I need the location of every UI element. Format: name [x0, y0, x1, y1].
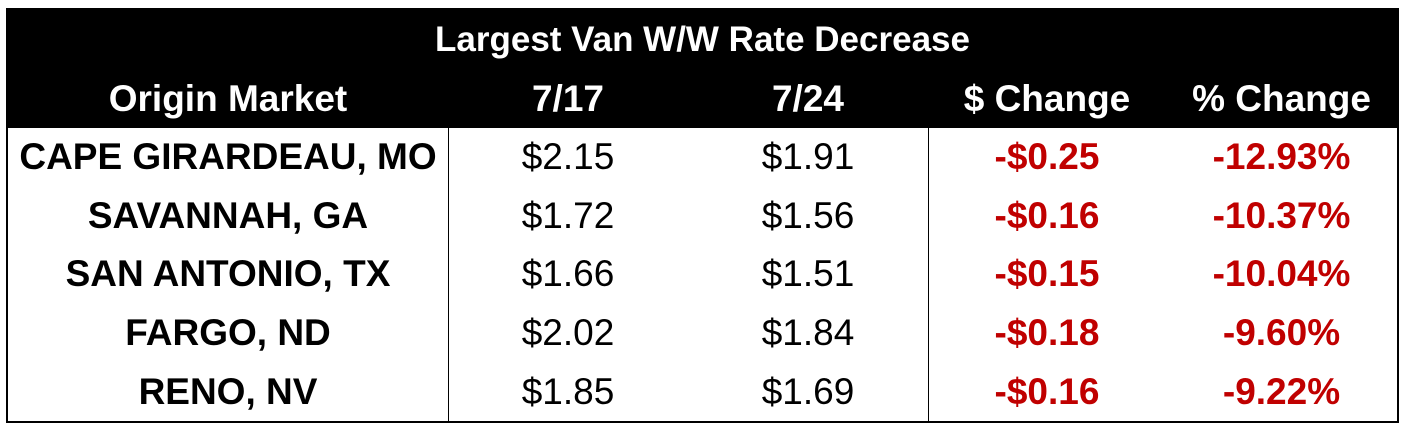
- dollar-change-cell: -$0.16: [994, 370, 1100, 412]
- percent-change-cell: -12.93%: [1212, 136, 1351, 178]
- rate-week-1-cell: $1.72: [521, 194, 615, 236]
- origin-market-cell: SAN ANTONIO, TX: [65, 253, 391, 295]
- dollar-change-cell: -$0.15: [994, 253, 1100, 295]
- percent-change-cell: -9.22%: [1222, 370, 1341, 412]
- dollar-change-cell: -$0.25: [994, 136, 1100, 178]
- dollar-change-cell: -$0.16: [994, 194, 1100, 236]
- table-row: SAVANNAH, GA $1.72 $1.56 -$0.16 -10.37%: [8, 187, 1397, 246]
- column-divider-left: [448, 128, 449, 421]
- origin-market-cell: SAVANNAH, GA: [87, 194, 369, 236]
- header-week-1: 7/17: [531, 78, 604, 119]
- percent-change-cell: -10.37%: [1212, 194, 1351, 236]
- percent-change-cell: -10.04%: [1212, 253, 1351, 295]
- origin-market-cell: CAPE GIRARDEAU, MO: [19, 136, 437, 178]
- rate-week-2-cell: $1.51: [761, 253, 855, 295]
- rate-week-1-cell: $2.02: [521, 312, 615, 354]
- table-row: CAPE GIRARDEAU, MO $2.15 $1.91 -$0.25 -1…: [8, 128, 1397, 187]
- origin-market-cell: FARGO, ND: [125, 312, 331, 354]
- rate-week-1-cell: $2.15: [521, 136, 615, 178]
- column-divider-right: [928, 128, 929, 421]
- rate-week-1-cell: $1.66: [521, 253, 615, 295]
- origin-market-cell: RENO, NV: [138, 370, 318, 412]
- table-body: CAPE GIRARDEAU, MO $2.15 $1.91 -$0.25 -1…: [8, 128, 1397, 421]
- header-percent-change: % Change: [1192, 78, 1371, 119]
- table-row: RENO, NV $1.85 $1.69 -$0.16 -9.22%: [8, 362, 1397, 421]
- percent-change-cell: -9.60%: [1222, 312, 1341, 354]
- dollar-change-cell: -$0.18: [994, 312, 1100, 354]
- header-week-2: 7/24: [771, 78, 844, 119]
- rate-week-2-cell: $1.56: [761, 194, 855, 236]
- rate-week-2-cell: $1.84: [761, 312, 855, 354]
- table-row: FARGO, ND $2.02 $1.84 -$0.18 -9.60%: [8, 304, 1397, 363]
- header-dollar-change: $ Change: [963, 78, 1131, 119]
- rate-week-2-cell: $1.91: [761, 136, 855, 178]
- table-row: SAN ANTONIO, TX $1.66 $1.51 -$0.15 -10.0…: [8, 245, 1397, 304]
- rate-decrease-table: Largest Van W/W Rate Decrease Origin Mar…: [6, 8, 1399, 423]
- rate-week-2-cell: $1.69: [761, 370, 855, 412]
- header-origin-market: Origin Market: [108, 78, 348, 119]
- table-title: Largest Van W/W Rate Decrease: [8, 10, 1397, 70]
- table-header-row: Origin Market 7/17 7/24 $ Change % Chang…: [8, 70, 1397, 128]
- rate-week-1-cell: $1.85: [521, 370, 615, 412]
